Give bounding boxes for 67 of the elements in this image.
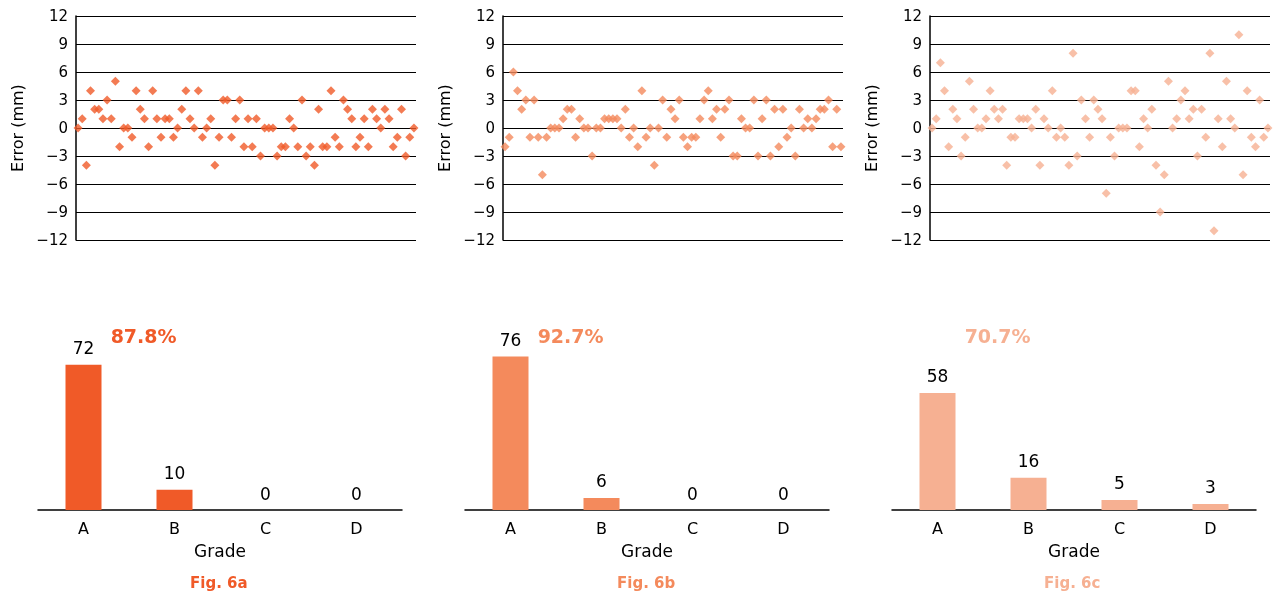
data-label: 0 (260, 483, 271, 504)
y-tick-label: 0 (912, 119, 922, 137)
y-tick-label: −6 (899, 175, 922, 193)
y-tick-label: −3 (472, 147, 495, 165)
x-tick-label: C (686, 518, 699, 538)
data-label: 0 (351, 483, 362, 504)
y-tick-label: −9 (472, 203, 495, 221)
data-label: 0 (687, 483, 698, 504)
data-label: 0 (778, 483, 789, 504)
y-tick-label: −12 (36, 231, 68, 249)
data-label: 6 (596, 471, 607, 492)
y-axis-title: Error (mm) (7, 84, 27, 172)
y-tick-label: 6 (58, 63, 68, 81)
y-tick-label: 6 (912, 63, 922, 81)
text: 70.7% (964, 324, 1031, 347)
bar (1010, 477, 1047, 510)
x-tick-label: D (1204, 518, 1217, 538)
y-tick-label: −12 (890, 231, 922, 249)
y-tick-label: 12 (475, 7, 495, 25)
x-tick-label: A (505, 518, 517, 538)
y-tick-label: 9 (485, 35, 495, 53)
y-tick-label: 3 (485, 91, 495, 109)
y-tick-label: −6 (45, 175, 68, 193)
y-tick-label: 3 (912, 91, 922, 109)
y-tick-label: −9 (45, 203, 68, 221)
bar (1192, 503, 1229, 510)
y-tick-label: 9 (58, 35, 68, 53)
data-label: 76 (499, 330, 522, 351)
x-tick-label: A (932, 518, 944, 538)
x-axis-title: Grade (621, 540, 673, 561)
y-tick-label: 12 (48, 7, 68, 25)
text: 87.8% (110, 324, 177, 347)
y-tick-label: 9 (912, 35, 922, 53)
x-tick-label: C (259, 518, 272, 538)
data-label: 72 (72, 338, 95, 359)
x-tick-label: D (350, 518, 363, 538)
data-label: 16 (1017, 451, 1040, 472)
y-axis-title: Error (mm) (861, 84, 881, 172)
data-label: 5 (1114, 473, 1125, 494)
y-tick-label: −6 (472, 175, 495, 193)
y-tick-label: 3 (58, 91, 68, 109)
x-tick-label: B (169, 518, 180, 538)
caption: Fig. 6c (1044, 573, 1101, 592)
y-tick-label: −3 (45, 147, 68, 165)
x-axis-title: Grade (194, 540, 246, 561)
x-tick-label: B (596, 518, 607, 538)
x-axis-title: Grade (1048, 540, 1100, 561)
y-axis-title: Error (mm) (434, 84, 454, 172)
x-tick-label: A (78, 518, 90, 538)
data-label: 58 (926, 366, 949, 387)
x-tick-label: B (1023, 518, 1034, 538)
caption: Fig. 6b (617, 573, 676, 592)
y-tick-label: 6 (485, 63, 495, 81)
bar (919, 392, 956, 510)
y-tick-label: 0 (58, 119, 68, 137)
data-label: 10 (163, 463, 186, 484)
text: 92.7% (537, 324, 604, 347)
y-tick-label: −9 (899, 203, 922, 221)
caption: Fig. 6a (190, 573, 248, 592)
bar (1101, 499, 1138, 510)
y-tick-label: 0 (485, 119, 495, 137)
x-tick-label: D (777, 518, 790, 538)
y-tick-label: −12 (463, 231, 495, 249)
y-tick-label: 12 (902, 7, 922, 25)
x-tick-label: C (1113, 518, 1126, 538)
y-tick-label: −3 (899, 147, 922, 165)
data-label: 3 (1205, 477, 1216, 498)
